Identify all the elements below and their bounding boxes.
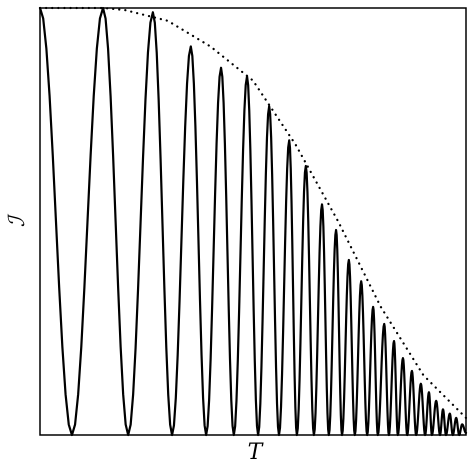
envelope-line — [38, 6, 468, 420]
plot-frame — [39, 7, 467, 436]
intensity-line — [38, 6, 468, 437]
x-axis-label: T — [248, 440, 265, 465]
y-axis-label: ℐ — [5, 213, 30, 227]
